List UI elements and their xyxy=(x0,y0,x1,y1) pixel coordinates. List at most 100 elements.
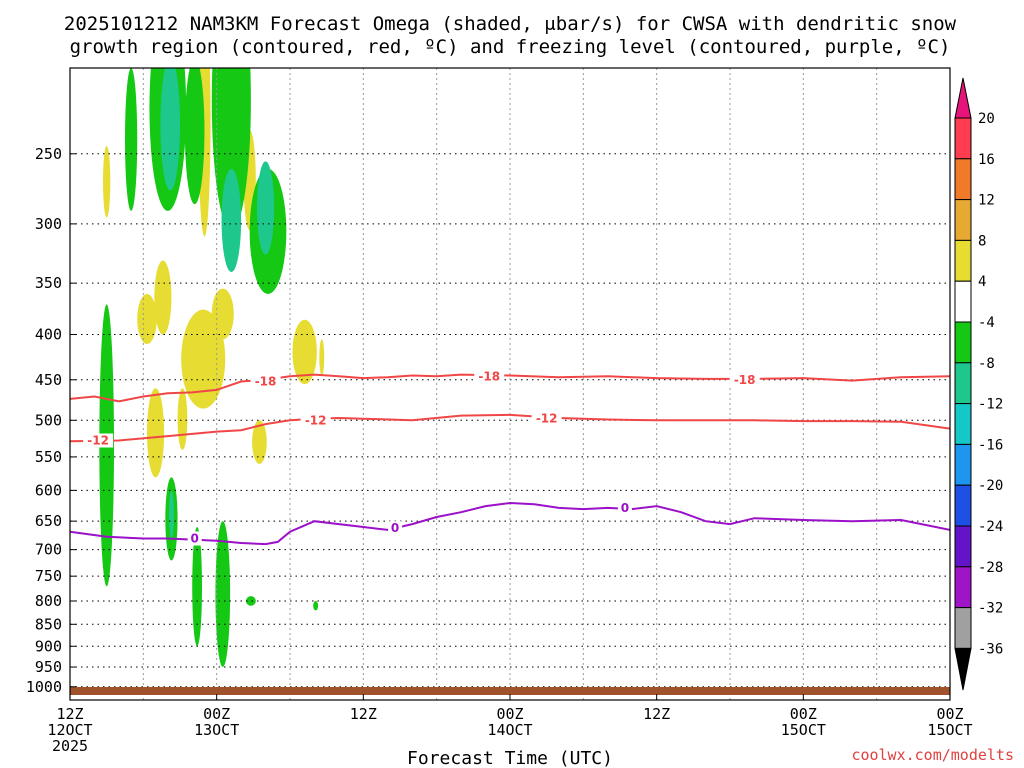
omega-cell-24 xyxy=(221,168,242,273)
colorbar-label-11: -28 xyxy=(978,560,1003,576)
colorbar-label-0: 20 xyxy=(978,111,995,127)
colorbar-swatch-2 xyxy=(954,199,972,241)
chart-title-line2: growth region (contoured, red, ºC) and f… xyxy=(70,36,951,58)
contour-line-2 xyxy=(70,501,950,546)
ytick-label-550: 550 xyxy=(35,448,62,466)
contour-label-7: 0 xyxy=(391,521,399,535)
xtick-label-4-0: 12Z xyxy=(643,705,670,723)
contour-label-5: -12 xyxy=(536,412,558,426)
omega-shading-layer xyxy=(99,68,325,668)
colorbar-label-8: -16 xyxy=(978,437,1003,453)
colorbar-swatch-5 xyxy=(954,321,972,364)
colorbar-swatch-9 xyxy=(954,484,972,527)
omega-cell-19 xyxy=(192,527,202,647)
x-axis-label: Forecast Time (UTC) xyxy=(407,748,613,768)
omega-cell-14 xyxy=(184,68,205,205)
omega-cell-25 xyxy=(257,161,275,255)
xtick-label-1-0: 00Z xyxy=(203,705,230,723)
colorbar-swatch-6 xyxy=(954,362,972,405)
contour-label-bg-8 xyxy=(617,500,632,515)
xtick-label-5-0: 00Z xyxy=(790,705,817,723)
colorbar-label-4: 4 xyxy=(978,274,986,290)
ytick-label-950: 950 xyxy=(35,658,62,676)
contour-label-bg-4 xyxy=(300,413,331,428)
colorbar-swatch-7 xyxy=(954,403,972,445)
colorbar-label-6: -8 xyxy=(978,356,995,372)
ytick-label-1000: 1000 xyxy=(26,678,62,696)
colorbar-swatch-0 xyxy=(954,117,972,160)
xtick-label-0-0: 12Z xyxy=(56,705,83,723)
omega-cell-2 xyxy=(137,293,157,344)
ytick-label-900: 900 xyxy=(35,637,62,655)
omega-cell-10 xyxy=(319,339,325,376)
colorbar-swatch-11 xyxy=(954,566,972,609)
colorbar-label-9: -20 xyxy=(978,478,1003,494)
ytick-label-500: 500 xyxy=(35,411,62,429)
omega-cell-11 xyxy=(125,68,138,211)
credit-text: coolwx.com/modelts xyxy=(851,746,1014,764)
omega-cell-23 xyxy=(160,68,180,191)
omega-cell-15 xyxy=(211,68,251,231)
chart-title-line1: 2025101212 NAM3KM Forecast Omega (shaded… xyxy=(64,13,957,35)
omega-cell-26 xyxy=(169,490,174,539)
ytick-label-700: 700 xyxy=(35,541,62,559)
colorbar-top-arrow xyxy=(954,77,972,119)
colorbar-swatch-8 xyxy=(954,443,972,486)
colorbar-bottom-arrow xyxy=(954,647,972,691)
contour-label-6: 0 xyxy=(190,531,198,545)
contour-label-bg-3 xyxy=(83,433,114,448)
colorbar-label-13: -36 xyxy=(978,641,1003,657)
xtick-label-end-0: 00Z xyxy=(936,705,963,723)
xtick-label-3-0: 00Z xyxy=(496,705,523,723)
colorbar: 20 16 12 8 4 -4 -8 -12 -16 -20 -24 -28 -32 -36 xyxy=(954,77,1003,691)
colorbar-label-2: 12 xyxy=(978,193,995,209)
omega-cell-20 xyxy=(215,521,231,668)
ytick-label-400: 400 xyxy=(35,325,62,343)
colorbar-swatch-10 xyxy=(954,525,972,568)
omega-cell-9 xyxy=(292,319,317,385)
colorbar-label-5: -4 xyxy=(978,315,995,331)
ytick-label-850: 850 xyxy=(35,615,62,633)
contour-label-bg-2 xyxy=(729,372,760,387)
colorbar-label-7: -12 xyxy=(978,397,1003,413)
colorbar-label-12: -32 xyxy=(978,601,1003,617)
contour-label-bg-0 xyxy=(250,374,281,389)
omega-cell-8 xyxy=(252,420,267,464)
omega-cell-22 xyxy=(313,600,319,611)
contour-label-2: -18 xyxy=(734,373,756,387)
terrain-ground xyxy=(70,687,950,695)
omega-cell-3 xyxy=(154,260,172,335)
xtick-label-0-2: 2025 xyxy=(52,737,88,755)
contour-label-8: 0 xyxy=(621,501,629,515)
contour-line-1 xyxy=(70,413,950,443)
xtick-label-5-1: 15OCT xyxy=(781,721,826,739)
xtick-label-2-0: 12Z xyxy=(350,705,377,723)
colorbar-label-1: 16 xyxy=(978,152,995,168)
xtick-label-1-1: 13OCT xyxy=(194,721,239,739)
temperature-contours: -18 -18 -18 -12 -12 -12 0 0 0 xyxy=(70,369,950,546)
contour-label-0: -18 xyxy=(255,374,277,388)
colorbar-swatch-1 xyxy=(954,158,972,201)
ytick-label-650: 650 xyxy=(35,512,62,530)
contour-label-bg-5 xyxy=(531,411,562,426)
omega-cell-7 xyxy=(177,388,188,450)
omega-cell-6 xyxy=(147,388,165,478)
ytick-label-600: 600 xyxy=(35,481,62,499)
xtick-label-3-1: 14OCT xyxy=(487,721,532,739)
contour-label-bg-7 xyxy=(388,521,403,536)
contour-label-bg-1 xyxy=(474,369,505,384)
pressure-axis: 250 300 350 400 450 500 550 600 650 700 750 800 850 9… xyxy=(26,145,76,696)
colorbar-swatch-4 xyxy=(954,280,972,323)
colorbar-label-10: -24 xyxy=(978,519,1003,535)
ytick-label-450: 450 xyxy=(35,371,62,389)
ytick-label-350: 350 xyxy=(35,274,62,292)
contour-label-1: -18 xyxy=(478,369,500,383)
contour-label-bg-6 xyxy=(187,531,202,546)
colorbar-label-3: 8 xyxy=(978,233,986,249)
omega-cell-5 xyxy=(181,309,226,409)
contour-label-4: -12 xyxy=(305,413,327,427)
colorbar-swatch-3 xyxy=(954,239,972,282)
colorbar-swatch-12 xyxy=(954,607,972,649)
